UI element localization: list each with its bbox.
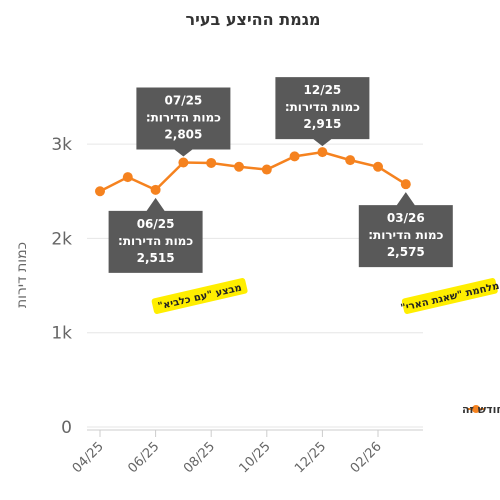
data-point (206, 157, 217, 168)
data-point (122, 172, 133, 183)
callout-label: כמות הדירות: (285, 100, 360, 114)
event-flag-background (401, 278, 498, 314)
data-point (345, 155, 356, 166)
grid-lines (87, 143, 423, 431)
x-tick-label: 10/25 (237, 439, 274, 476)
data-point (95, 186, 105, 197)
callout-label: 2,915 (303, 117, 341, 131)
callout-label: כמות הדירות: (146, 110, 221, 124)
callout-label: 2,515 (137, 251, 175, 265)
x-axis-ticks: 04/25 06/25 08/25 10/25 12/25 02/26 (70, 430, 385, 476)
data-point (400, 179, 411, 190)
y-tick-label: 1k (51, 324, 72, 344)
x-tick-label: 02/26 (348, 439, 385, 476)
callout-box (358, 192, 453, 268)
callout-label: כמות הדירות: (368, 228, 443, 242)
x-tick-label: 12/25 (292, 439, 329, 476)
callout-box (108, 197, 203, 273)
callout-box (275, 77, 370, 147)
y-tick-label: 0 (61, 418, 72, 438)
callout-label: 06/25 (137, 217, 175, 231)
event-flag: מלחמת "שאגת הארי" (400, 278, 500, 314)
data-point (150, 184, 161, 195)
legend-marker (472, 405, 480, 413)
data-point (234, 161, 244, 172)
callout-label: 2,805 (164, 127, 202, 141)
chart-title: מגמת ההיצע בעיר (186, 10, 321, 29)
callout-label: 03/26 (387, 211, 425, 225)
x-tick-label: 04/25 (70, 439, 107, 476)
legend-label: כמות הדירות המוצעות בחודש זה (462, 403, 500, 416)
data-point (178, 157, 189, 168)
callout-label: 12/25 (304, 83, 342, 97)
callout-label: 07/25 (165, 93, 203, 107)
series-group (95, 147, 411, 197)
event-flag-background (151, 278, 248, 314)
x-tick-label: 08/25 (181, 439, 218, 476)
y-axis-ticks: 0 1k 2k 3k (51, 135, 72, 438)
y-tick-label: 3k (51, 135, 72, 155)
callout-label: 2,575 (387, 245, 425, 259)
legend: כמות הדירות המוצעות בחודש זה (462, 403, 500, 416)
data-point (317, 147, 328, 158)
data-point (373, 161, 383, 172)
x-tick-label: 06/25 (125, 439, 162, 476)
data-point (289, 151, 300, 162)
callout-label: כמות הדירות: (118, 234, 193, 248)
callout-group: 07/25 כמות הדירות: 2,805 12/25 כמות הדירות: 2… (108, 77, 453, 273)
series-line (99, 150, 407, 193)
data-point (261, 164, 272, 175)
y-tick-label: 2k (51, 229, 72, 249)
callout-box (136, 87, 231, 157)
y-axis-label: כמות דירות (14, 242, 30, 308)
event-flag-group: מבצע "עם כלביא" מלחמת "שאגת הארי" (151, 278, 500, 314)
event-flag: מבצע "עם כלביא" (151, 278, 248, 314)
